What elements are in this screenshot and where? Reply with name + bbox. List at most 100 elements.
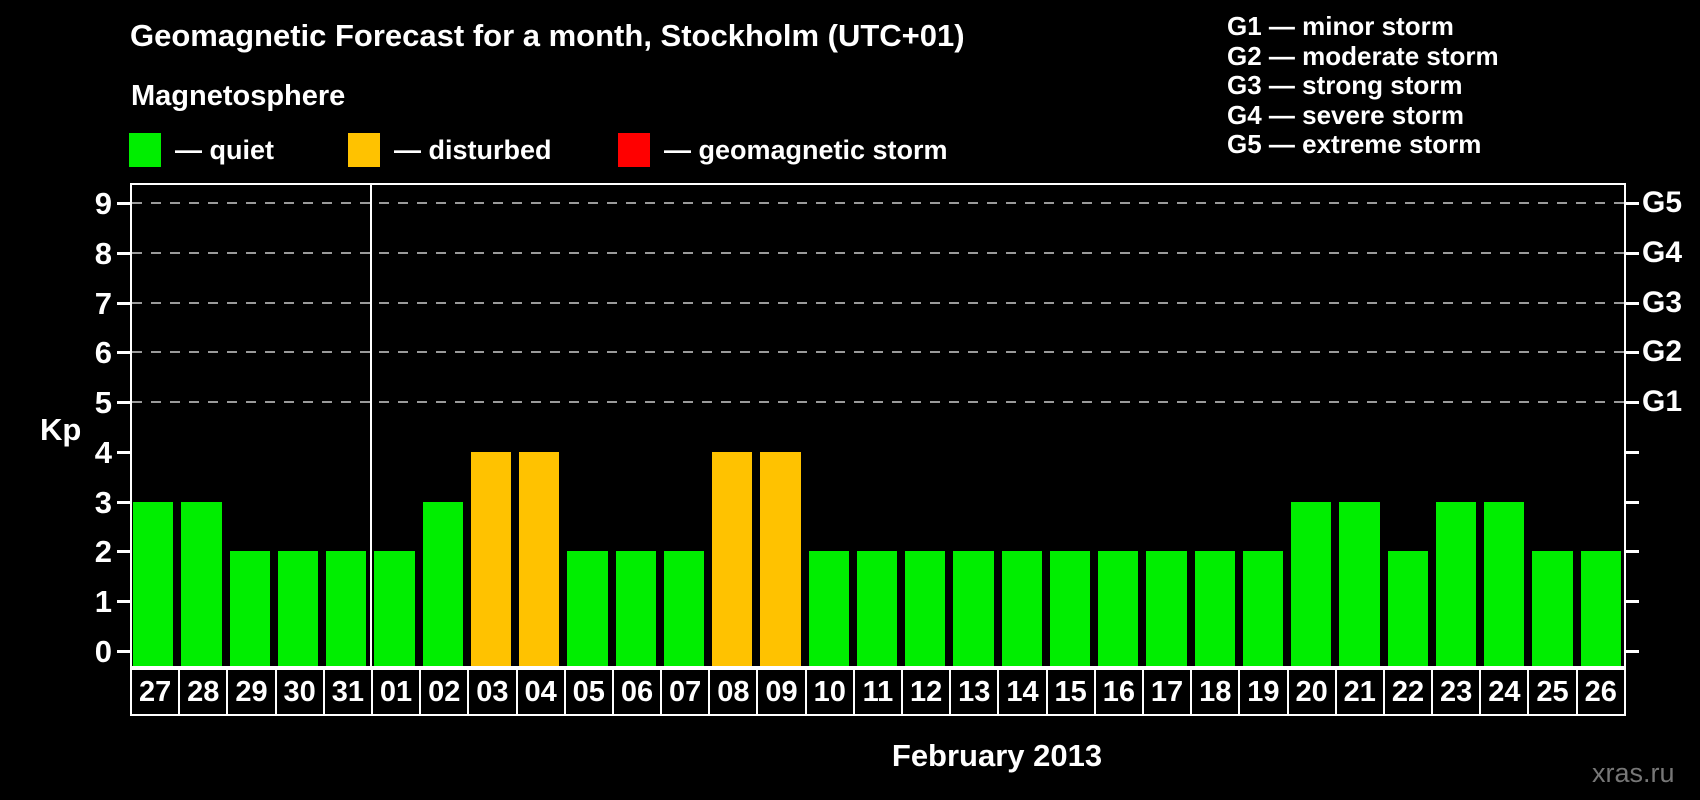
g-scale-legend-line: G1 — minor storm bbox=[1227, 11, 1454, 41]
y-tick-right-7 bbox=[1626, 301, 1639, 305]
kp-bar-day-24 bbox=[1484, 501, 1525, 666]
y-tick-right-9 bbox=[1626, 202, 1639, 205]
y-tick-right-6 bbox=[1626, 351, 1639, 355]
day-cell-10: 10 bbox=[804, 668, 855, 716]
y-tick-label-2: 2 bbox=[94, 534, 112, 570]
g-scale-legend: G1 — minor storm G2 — moderate storm G3 — … bbox=[1227, 11, 1499, 160]
kp-bar-day-09 bbox=[760, 451, 801, 666]
kp-bar-day-19 bbox=[1242, 551, 1284, 666]
day-cell-04: 04 bbox=[515, 668, 566, 716]
y-tick-right-3 bbox=[1626, 500, 1639, 504]
g-axis-label-G4: G4 bbox=[1642, 235, 1683, 269]
legend-swatch-quiet bbox=[129, 133, 161, 167]
day-cell-08: 08 bbox=[708, 668, 759, 716]
x-axis-title: February 2013 bbox=[891, 738, 1103, 773]
day-cell-01: 01 bbox=[370, 668, 422, 716]
y-tick-right-0 bbox=[1626, 650, 1639, 653]
kp-bar-day-20 bbox=[1291, 501, 1332, 666]
plot-area bbox=[130, 183, 1626, 668]
day-cell-12: 12 bbox=[901, 668, 952, 716]
y-tick-left-8 bbox=[117, 251, 130, 255]
kp-bar-day-25 bbox=[1532, 551, 1573, 666]
kp-bar-day-07 bbox=[663, 551, 705, 666]
legend-item-storm: — geomagnetic storm bbox=[618, 131, 948, 169]
kp-bar-day-06 bbox=[615, 551, 656, 666]
g-scale-legend-line: G4 — severe storm bbox=[1227, 99, 1465, 130]
y-tick-right-4 bbox=[1626, 450, 1639, 454]
day-cell-27: 27 bbox=[130, 668, 181, 716]
y-tick-label-5: 5 bbox=[94, 385, 112, 421]
g-axis-label-G1: G1 bbox=[1642, 385, 1683, 419]
y-tick-left-3 bbox=[117, 500, 130, 504]
day-cell-03: 03 bbox=[467, 668, 518, 716]
legend-label-storm: — geomagnetic storm bbox=[664, 134, 948, 165]
y-axis-title: Kp bbox=[40, 412, 82, 447]
y-tick-label-9: 9 bbox=[94, 186, 112, 221]
legend-item-disturbed: — disturbed bbox=[348, 131, 552, 169]
chart-title: Geomagnetic Forecast for a month, Stockh… bbox=[130, 18, 965, 53]
kp-bar-day-12 bbox=[905, 551, 946, 666]
kp-bar-day-21 bbox=[1339, 501, 1380, 666]
y-tick-label-8: 8 bbox=[94, 235, 112, 271]
y-tick-left-9 bbox=[117, 202, 130, 205]
kp-bar-day-16 bbox=[1098, 551, 1139, 666]
y-tick-label-0: 0 bbox=[94, 634, 112, 669]
kp-bar-day-05 bbox=[567, 551, 608, 666]
kp-bar-day-29 bbox=[229, 551, 270, 666]
day-cell-14: 14 bbox=[997, 668, 1048, 716]
day-cell-22: 22 bbox=[1382, 668, 1434, 716]
day-cell-11: 11 bbox=[852, 668, 903, 716]
g-axis-label-G3: G3 bbox=[1642, 285, 1683, 319]
kp-bar-day-27 bbox=[133, 501, 174, 666]
month-separator-line bbox=[370, 185, 373, 666]
y-tick-label-3: 3 bbox=[94, 484, 112, 520]
day-cell-18: 18 bbox=[1190, 668, 1241, 716]
gridline-kp9 bbox=[132, 202, 1624, 204]
kp-bar-day-14 bbox=[1001, 551, 1042, 666]
kp-bar-day-03 bbox=[470, 451, 512, 666]
kp-bar-day-22 bbox=[1387, 551, 1428, 666]
y-tick-label-1: 1 bbox=[94, 584, 112, 620]
legend-item-quiet: — quiet bbox=[129, 131, 274, 169]
kp-bar-day-11 bbox=[856, 551, 898, 666]
day-cell-31: 31 bbox=[322, 668, 373, 716]
gridline-kp7 bbox=[132, 301, 1624, 304]
legend-label-quiet: — quiet bbox=[175, 134, 274, 165]
kp-bar-day-31 bbox=[326, 551, 367, 666]
g-axis-label-G5: G5 bbox=[1642, 186, 1683, 219]
kp-bar-day-01 bbox=[374, 551, 415, 666]
watermark: xras.ru bbox=[1592, 758, 1675, 788]
day-cell-15: 15 bbox=[1045, 668, 1096, 716]
kp-bar-day-10 bbox=[808, 551, 849, 666]
x-axis-day-labels: 27 28 29 30 31 01 02 03 04 05 06 07 08 09 10 11 12 13 14 15… bbox=[130, 668, 1626, 716]
y-tick-label-6: 6 bbox=[94, 335, 112, 371]
kp-bar-day-15 bbox=[1049, 551, 1091, 666]
day-cell-13: 13 bbox=[949, 668, 1000, 716]
kp-bar-day-02 bbox=[422, 501, 463, 666]
day-cell-30: 30 bbox=[274, 668, 325, 716]
g-scale-legend-line: G5 — extreme storm bbox=[1227, 129, 1482, 159]
g-axis-label-G2: G2 bbox=[1642, 335, 1683, 369]
kp-bar-day-13 bbox=[953, 551, 994, 666]
gridline-kp5 bbox=[132, 401, 1624, 404]
day-cell-23: 23 bbox=[1431, 668, 1482, 716]
day-cell-19: 19 bbox=[1238, 668, 1289, 716]
kp-bar-day-28 bbox=[181, 501, 222, 666]
day-cell-26: 26 bbox=[1575, 668, 1626, 716]
y-tick-label-4: 4 bbox=[94, 434, 112, 470]
day-cell-09: 09 bbox=[756, 668, 807, 716]
y-tick-left-6 bbox=[117, 351, 130, 355]
day-cell-06: 06 bbox=[611, 668, 663, 716]
y-tick-right-8 bbox=[1626, 251, 1639, 255]
day-cell-25: 25 bbox=[1527, 668, 1578, 716]
magnetosphere-legend: — quiet — disturbed — geomagnetic storm bbox=[0, 131, 1100, 169]
kp-bar-day-04 bbox=[519, 451, 560, 666]
day-cell-17: 17 bbox=[1141, 668, 1193, 716]
gridline-kp6 bbox=[132, 351, 1624, 354]
y-tick-label-7: 7 bbox=[94, 285, 112, 321]
day-cell-07: 07 bbox=[660, 668, 711, 716]
legend-swatch-disturbed bbox=[348, 133, 380, 167]
day-cell-24: 24 bbox=[1479, 668, 1530, 716]
magnetosphere-legend-title: Magnetosphere bbox=[131, 80, 346, 112]
